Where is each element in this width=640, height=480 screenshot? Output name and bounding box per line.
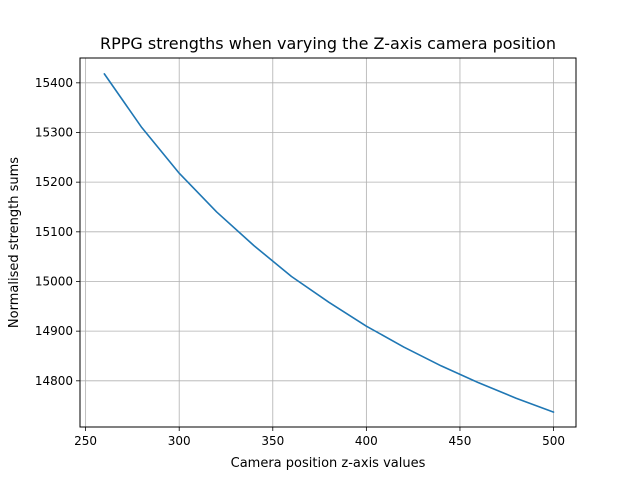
x-tick-label: 300 (168, 434, 191, 448)
y-tick-label: 14900 (35, 324, 73, 338)
x-tick-label: 400 (355, 434, 378, 448)
x-axis-label: Camera position z-axis values (231, 456, 426, 471)
x-tick-label: 350 (261, 434, 284, 448)
y-axis: 14800 14900 15000 15100 15200 15300 15400 (35, 76, 80, 388)
y-tick-label: 15100 (35, 225, 73, 239)
y-axis-label: Normalised strength sums (7, 157, 22, 328)
x-tick-label: 250 (74, 434, 97, 448)
chart-title: RPPG strengths when varying the Z-axis c… (100, 34, 556, 53)
x-axis: 250 300 350 400 450 500 (74, 427, 565, 448)
plot-frame (79, 57, 577, 428)
y-tick-label: 15000 (35, 274, 73, 288)
y-tick-label: 15200 (35, 175, 73, 189)
x-tick-label: 450 (449, 434, 472, 448)
y-tick-label: 14800 (35, 374, 73, 388)
grid (80, 58, 576, 427)
series-layer (103, 73, 555, 413)
x-tick-label: 500 (542, 434, 565, 448)
y-tick-label: 15400 (35, 76, 73, 90)
series-line (103, 73, 555, 413)
y-tick-label: 15300 (35, 125, 73, 139)
